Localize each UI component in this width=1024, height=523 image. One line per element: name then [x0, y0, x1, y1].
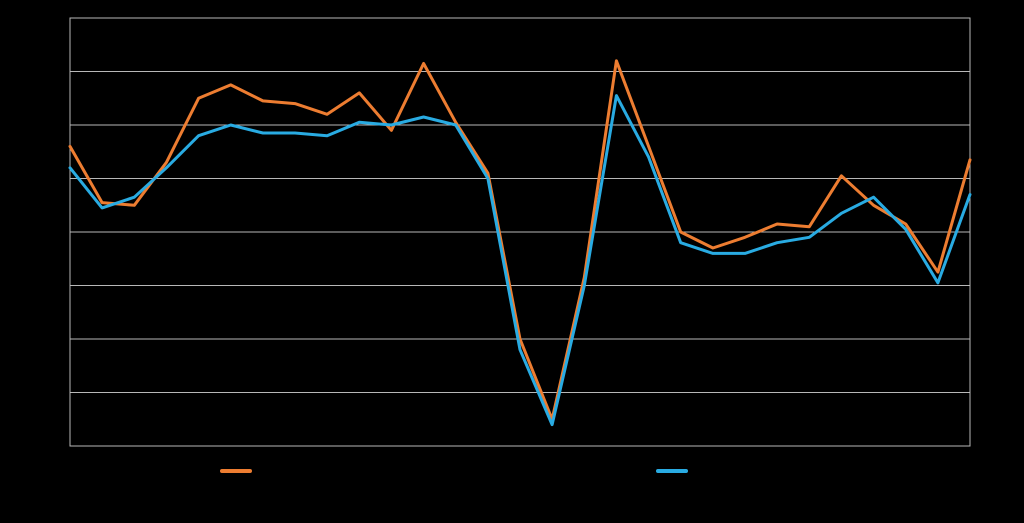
line-chart [0, 0, 1024, 523]
chart-background [0, 0, 1024, 523]
